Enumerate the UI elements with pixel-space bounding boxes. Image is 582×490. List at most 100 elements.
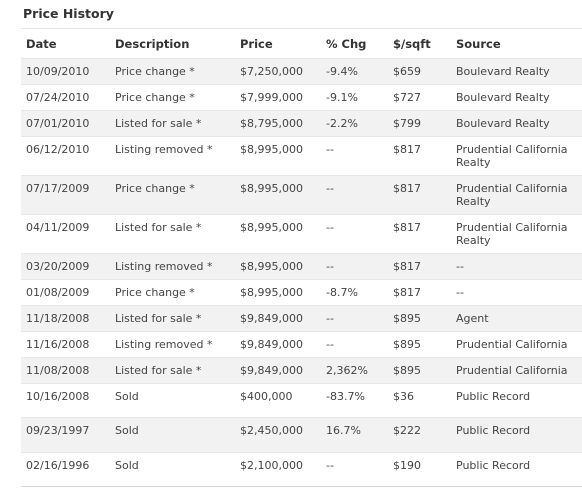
column-header-date[interactable]: Date [21, 28, 110, 59]
cell-description: Price change * [110, 58, 235, 85]
table-row: 03/20/2009 Listing removed * $8,995,000 -- $… [21, 253, 582, 280]
cell-per-sqft: $222 [388, 417, 451, 453]
cell-per-sqft: $895 [388, 357, 451, 384]
cell-description: Price change * [110, 279, 235, 306]
cell-description: Sold [110, 452, 235, 487]
cell-date: 02/16/1996 [21, 452, 110, 487]
cell-pct-chg: -2.2% [321, 110, 388, 137]
cell-per-sqft: $799 [388, 110, 451, 137]
cell-date: 11/18/2008 [21, 305, 110, 332]
cell-description: Listed for sale * [110, 214, 235, 254]
cell-per-sqft: $36 [388, 383, 451, 418]
cell-description: Listing removed * [110, 136, 235, 176]
cell-description: Listed for sale * [110, 357, 235, 384]
cell-source: Prudential California Realty [451, 175, 582, 215]
cell-date: 07/17/2009 [21, 175, 110, 215]
table-row: 07/17/2009 Price change * $8,995,000 -- $817… [21, 175, 582, 215]
cell-date: 03/20/2009 [21, 253, 110, 280]
cell-price: $8,995,000 [235, 214, 321, 254]
cell-price: $9,849,000 [235, 357, 321, 384]
cell-pct-chg: -- [321, 452, 388, 487]
price-history-table: Date Description Price % Chg $/sqft Sour… [21, 28, 582, 487]
column-header-description[interactable]: Description [110, 28, 235, 59]
cell-pct-chg: -- [321, 175, 388, 215]
table-row: 04/11/2009 Listed for sale * $8,995,000 -- $… [21, 214, 582, 254]
cell-price: $7,250,000 [235, 58, 321, 85]
cell-per-sqft: $817 [388, 279, 451, 306]
cell-price: $8,995,000 [235, 175, 321, 215]
cell-pct-chg: -9.1% [321, 84, 388, 111]
cell-per-sqft: $817 [388, 214, 451, 254]
cell-price: $8,995,000 [235, 136, 321, 176]
table-row: 11/08/2008 Listed for sale * $9,849,000 2,3… [21, 357, 582, 384]
cell-date: 04/11/2009 [21, 214, 110, 254]
table-row: 11/18/2008 Listed for sale * $9,849,000 -- $… [21, 305, 582, 332]
cell-description: Listing removed * [110, 331, 235, 358]
cell-pct-chg: -9.4% [321, 58, 388, 85]
cell-source: Public Record [451, 383, 582, 418]
cell-source: Boulevard Realty [451, 58, 582, 85]
cell-source: Prudential California [451, 331, 582, 358]
table-row: 09/23/1997 Sold $2,450,000 16.7% $222 Public … [21, 417, 582, 453]
cell-source: Prudential California Realty [451, 214, 582, 254]
cell-description: Listed for sale * [110, 110, 235, 137]
table-row: 07/24/2010 Price change * $7,999,000 -9.1% $… [21, 84, 582, 111]
cell-source: Boulevard Realty [451, 84, 582, 111]
cell-price: $7,999,000 [235, 84, 321, 111]
table-header-row: Date Description Price % Chg $/sqft Sour… [21, 28, 582, 59]
cell-date: 01/08/2009 [21, 279, 110, 306]
column-header-source[interactable]: Source [451, 28, 582, 59]
cell-description: Sold [110, 383, 235, 418]
cell-per-sqft: $727 [388, 84, 451, 111]
column-header-price[interactable]: Price [235, 28, 321, 59]
cell-description: Sold [110, 417, 235, 453]
section-title: Price History [23, 6, 114, 21]
cell-source: -- [451, 279, 582, 306]
cell-price: $8,995,000 [235, 253, 321, 280]
cell-source: Public Record [451, 452, 582, 487]
cell-per-sqft: $895 [388, 305, 451, 332]
table-row: 02/16/1996 Sold $2,100,000 -- $190 Public Rec… [21, 452, 582, 487]
cell-price: $9,849,000 [235, 305, 321, 332]
cell-pct-chg: -- [321, 331, 388, 358]
cell-date: 10/16/2008 [21, 383, 110, 418]
cell-description: Listed for sale * [110, 305, 235, 332]
table-row: 10/16/2008 Sold $400,000 -83.7% $36 Public Re… [21, 383, 582, 418]
cell-date: 06/12/2010 [21, 136, 110, 176]
column-header-pct-chg[interactable]: % Chg [321, 28, 388, 59]
cell-date: 07/24/2010 [21, 84, 110, 111]
cell-price: $2,450,000 [235, 417, 321, 453]
cell-per-sqft: $817 [388, 175, 451, 215]
cell-price: $8,795,000 [235, 110, 321, 137]
cell-per-sqft: $895 [388, 331, 451, 358]
cell-pct-chg: 2,362% [321, 357, 388, 384]
cell-per-sqft: $659 [388, 58, 451, 85]
cell-date: 09/23/1997 [21, 417, 110, 453]
cell-price: $9,849,000 [235, 331, 321, 358]
cell-source: Prudential California Realty [451, 136, 582, 176]
column-header-per-sqft[interactable]: $/sqft [388, 28, 451, 59]
cell-per-sqft: $817 [388, 253, 451, 280]
table-row: 10/09/2010 Price change * $7,250,000 -9.4% $… [21, 58, 582, 85]
cell-date: 11/16/2008 [21, 331, 110, 358]
cell-pct-chg: 16.7% [321, 417, 388, 453]
table-row: 06/12/2010 Listing removed * $8,995,000 -- $… [21, 136, 582, 176]
cell-pct-chg: -- [321, 253, 388, 280]
cell-price: $8,995,000 [235, 279, 321, 306]
table-row: 07/01/2010 Listed for sale * $8,795,000 -2.… [21, 110, 582, 137]
cell-source: Agent [451, 305, 582, 332]
table-row: 01/08/2009 Price change * $8,995,000 -8.7% $… [21, 279, 582, 306]
cell-per-sqft: $817 [388, 136, 451, 176]
cell-date: 11/08/2008 [21, 357, 110, 384]
cell-source: Boulevard Realty [451, 110, 582, 137]
cell-price: $2,100,000 [235, 452, 321, 487]
cell-description: Price change * [110, 175, 235, 215]
cell-source: -- [451, 253, 582, 280]
cell-pct-chg: -83.7% [321, 383, 388, 418]
cell-pct-chg: -- [321, 136, 388, 176]
cell-pct-chg: -- [321, 305, 388, 332]
cell-date: 07/01/2010 [21, 110, 110, 137]
cell-date: 10/09/2010 [21, 58, 110, 85]
table-row: 11/16/2008 Listing removed * $9,849,000 -- $… [21, 331, 582, 358]
cell-pct-chg: -- [321, 214, 388, 254]
